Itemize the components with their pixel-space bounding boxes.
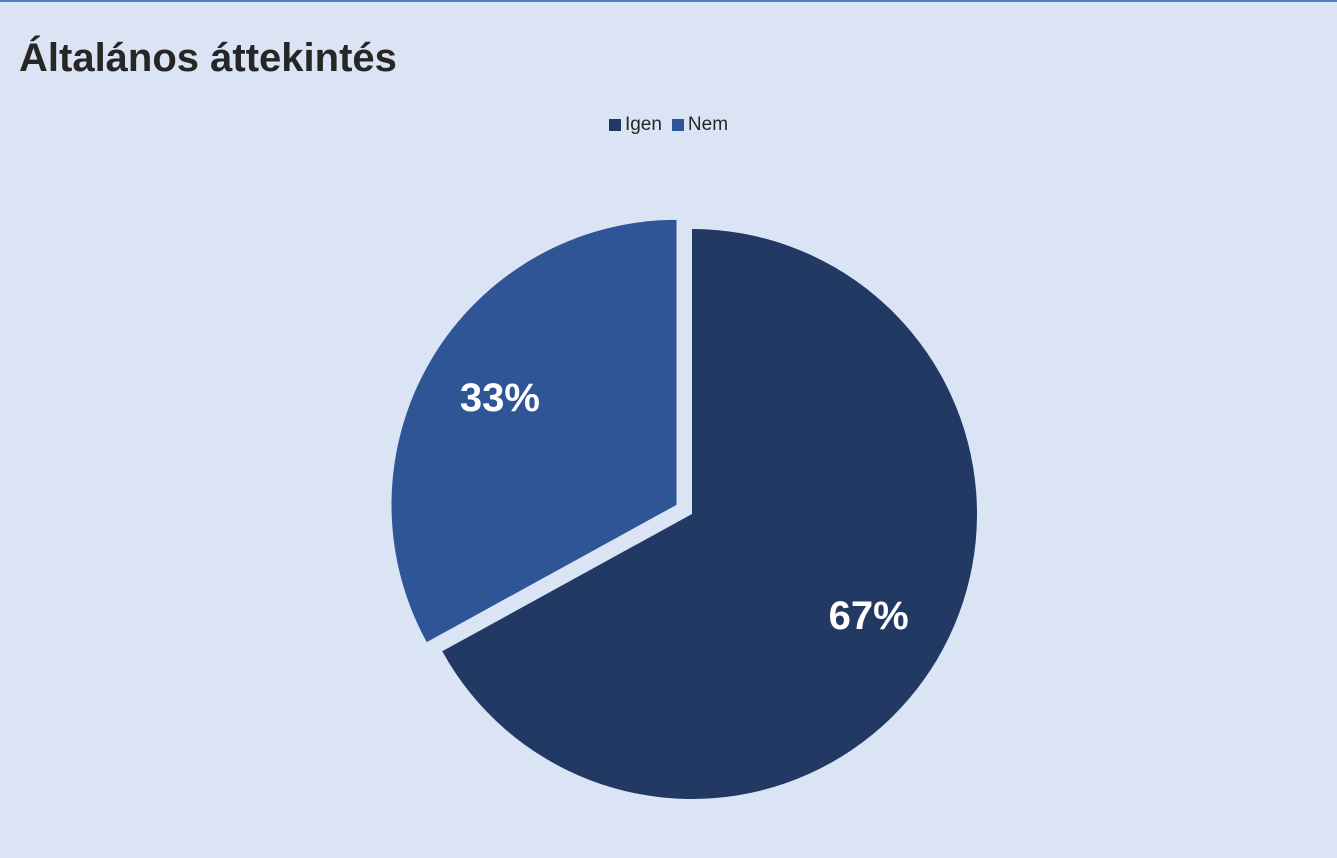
data-label-nem: 33% [460, 376, 540, 420]
legend-label-igen: Igen [624, 114, 662, 135]
legend-label-nem: Nem [687, 114, 729, 135]
pie-slice-igen [442, 229, 978, 799]
data-label-igen: 67% [829, 594, 909, 638]
legend-item-igen: Igen [608, 114, 662, 136]
pie-slice-nem [391, 219, 677, 643]
legend: Igen Nem [0, 114, 1337, 136]
legend-swatch-nem [671, 119, 684, 131]
chart-title: Általános áttekintés [19, 36, 397, 80]
legend-item-nem: Nem [671, 114, 729, 136]
legend-swatch-igen [608, 119, 621, 131]
